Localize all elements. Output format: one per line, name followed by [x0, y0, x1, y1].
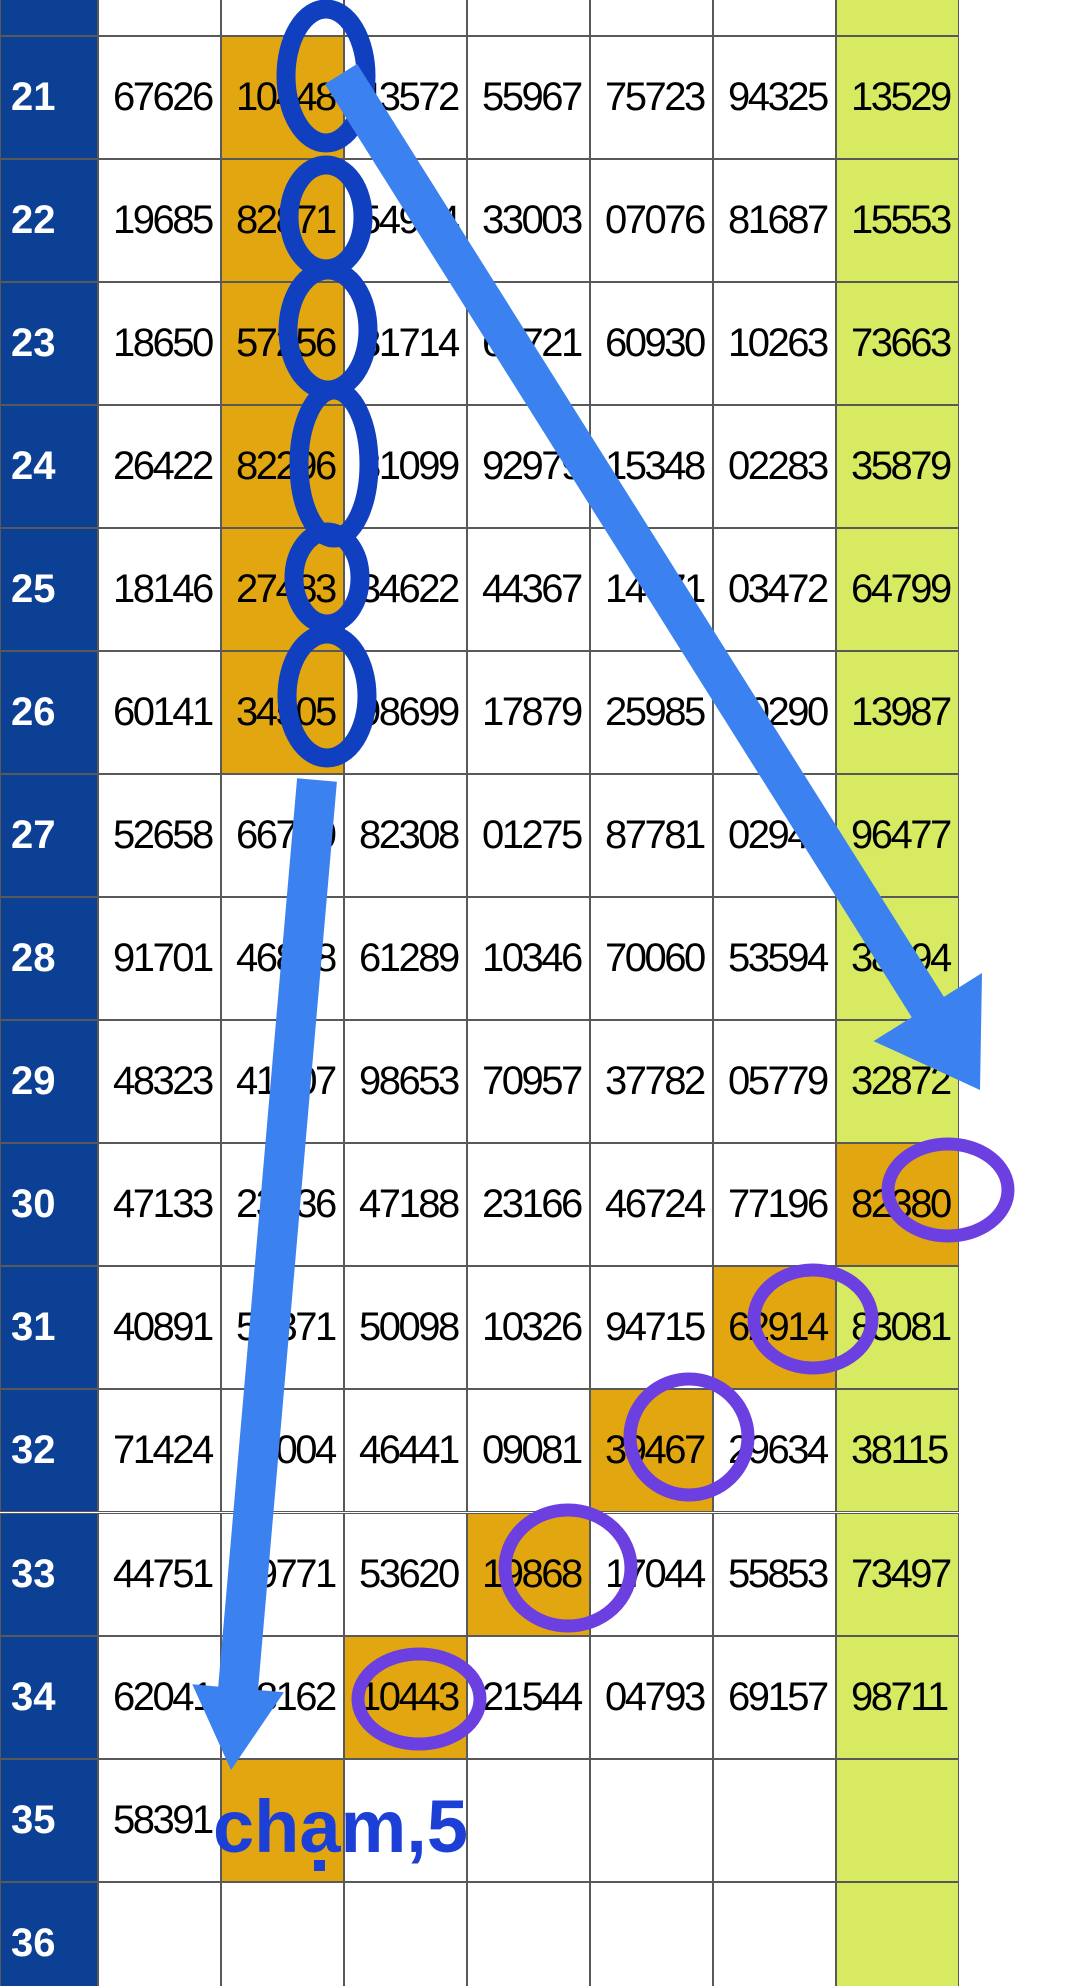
svg-text:cham,5: cham,5 — [213, 1785, 468, 1868]
